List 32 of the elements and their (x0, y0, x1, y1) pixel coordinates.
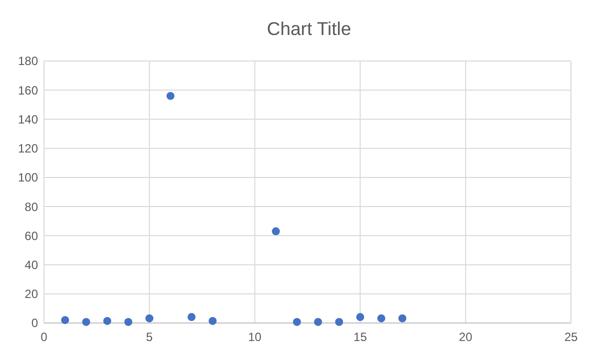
point (103, 316, 112, 325)
point (82, 318, 90, 326)
x-tick-label: 5 (146, 330, 154, 344)
y-tick-label: 180 (18, 54, 38, 68)
point (188, 313, 196, 322)
point (377, 314, 386, 322)
point (61, 316, 70, 324)
x-tick-label: 10 (248, 330, 262, 344)
y-tick-label: 0 (31, 316, 38, 330)
y-tick-label: 20 (24, 287, 38, 302)
y-tick-label: 140 (18, 112, 38, 126)
point (272, 227, 280, 236)
point (292, 318, 301, 326)
point (398, 314, 406, 322)
y-tick-label: 120 (18, 142, 38, 156)
chart-title: Chart Title (266, 18, 352, 39)
y-tick-label: 100 (18, 170, 38, 185)
x-tick-label: 15 (354, 330, 368, 344)
y-tick-label: 40 (24, 258, 38, 272)
y-tick-label: 60 (24, 228, 38, 243)
point (145, 314, 154, 322)
point (166, 92, 174, 100)
y-tick-label: 160 (18, 83, 38, 98)
x-tick-label: 0 (40, 330, 48, 344)
point (208, 316, 217, 325)
point (124, 318, 132, 326)
point (314, 318, 322, 326)
point (335, 318, 344, 326)
point (356, 313, 364, 322)
y-tick-label: 80 (24, 200, 38, 214)
x-tick-label: 20 (458, 330, 473, 344)
x-tick-label: 25 (564, 330, 578, 344)
